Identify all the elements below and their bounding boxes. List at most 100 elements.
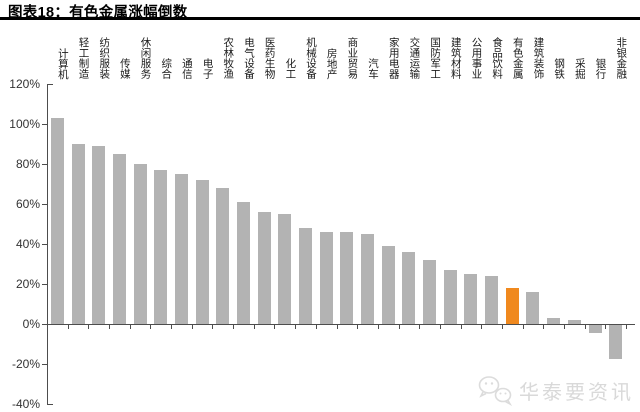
category-label: 化工 [284, 58, 297, 79]
category-label: 计算机 [56, 47, 69, 80]
category-label: 汽车 [367, 58, 380, 79]
y-axis-endcap [47, 404, 53, 405]
bar [216, 188, 230, 324]
category-label: 国防军工 [429, 37, 442, 79]
x-axis-tick [419, 325, 421, 329]
x-axis-tick [109, 325, 111, 329]
x-axis-tick [626, 325, 628, 329]
bar [588, 325, 602, 333]
bar [71, 144, 85, 324]
y-axis-tick-label: -20% [11, 357, 40, 371]
x-axis-tick [460, 325, 462, 329]
bar [174, 174, 188, 324]
category-label: 食品饮料 [491, 37, 504, 79]
category-label: 交通运输 [408, 37, 421, 79]
y-axis-tick-label: 0% [22, 317, 40, 331]
y-axis-tick [42, 244, 47, 245]
y-axis-line [47, 84, 48, 404]
bar [133, 164, 147, 324]
x-axis-tick [522, 325, 524, 329]
y-axis-tick-label: 20% [15, 277, 40, 291]
category-label: 建筑材料 [449, 37, 462, 79]
x-axis-tick [564, 325, 565, 329]
category-label: 传媒 [118, 58, 131, 79]
category-label: 房地产 [325, 47, 338, 80]
category-label: 建筑装饰 [532, 37, 545, 79]
x-axis-tick [605, 325, 607, 329]
category-label: 电气设备 [242, 37, 255, 79]
bar-highlighted [505, 288, 519, 324]
wechat-icon [478, 376, 513, 406]
category-label: 纺织服装 [98, 37, 111, 79]
x-axis-tick [501, 325, 503, 329]
bar [443, 270, 457, 324]
category-label: 农林牧渔 [222, 37, 235, 79]
x-axis-tick [47, 325, 48, 329]
bar [609, 325, 623, 359]
bar [402, 252, 416, 324]
bar [361, 234, 375, 324]
x-axis-tick [398, 325, 400, 329]
bar [319, 232, 333, 324]
category-label: 医药生物 [263, 37, 276, 79]
category-label: 有色金属 [511, 37, 524, 79]
bar [340, 232, 354, 324]
y-axis-tick [42, 324, 47, 325]
y-axis-tick-label: 80% [15, 157, 40, 171]
x-axis-tick [295, 325, 297, 329]
title-underline [0, 17, 640, 20]
y-axis-tick [42, 124, 47, 125]
x-axis-tick [233, 325, 235, 329]
category-label: 机械设备 [305, 37, 317, 79]
x-axis-tick [357, 325, 359, 329]
x-axis-tick [129, 325, 131, 329]
bar [485, 276, 499, 324]
x-axis-line [47, 324, 635, 325]
category-label: 休闲服务 [139, 37, 152, 79]
y-axis-tick [42, 164, 47, 165]
x-axis-tick [336, 325, 338, 329]
category-label: 非银金融 [615, 37, 628, 79]
x-axis-tick [584, 325, 586, 329]
y-axis-tick-label: 120% [9, 77, 40, 91]
y-axis-tick-label: -40% [11, 397, 40, 411]
category-label: 采掘 [573, 58, 586, 79]
bar [547, 318, 561, 324]
watermark: 华泰要资讯 [477, 374, 634, 406]
category-label: 家用电器 [387, 37, 400, 79]
bar [423, 260, 437, 324]
watermark-text: 华泰要资讯 [519, 381, 634, 404]
bar [526, 292, 540, 324]
bar [50, 118, 64, 324]
category-label: 商业贸易 [346, 37, 359, 79]
x-axis-tick [150, 325, 152, 329]
category-label: 通信 [180, 58, 193, 79]
category-label: 轻工制造 [77, 37, 90, 79]
x-axis-tick [253, 325, 255, 329]
bar [112, 154, 126, 324]
bar [195, 180, 209, 324]
category-label: 综合 [160, 58, 173, 79]
y-axis-tick-label: 40% [15, 237, 40, 251]
x-axis-tick [171, 325, 173, 329]
x-axis-tick [377, 325, 379, 329]
bar [299, 228, 312, 324]
category-label: 银行 [594, 58, 607, 79]
x-axis-tick [212, 325, 214, 329]
y-axis-tick-label: 60% [15, 197, 40, 211]
category-label: 钢铁 [553, 58, 566, 79]
x-axis-tick [439, 325, 441, 329]
y-axis-tick-label: 100% [9, 117, 40, 131]
x-axis-tick [191, 325, 193, 329]
y-axis-endcap [47, 84, 53, 85]
bar [381, 246, 395, 324]
y-axis-tick [42, 364, 47, 365]
bar [236, 202, 250, 324]
x-axis-tick [67, 325, 69, 329]
bar [92, 146, 106, 324]
x-axis-tick [274, 325, 276, 329]
y-axis-tick [42, 204, 47, 205]
x-axis-tick [543, 325, 545, 329]
bar [257, 212, 271, 324]
